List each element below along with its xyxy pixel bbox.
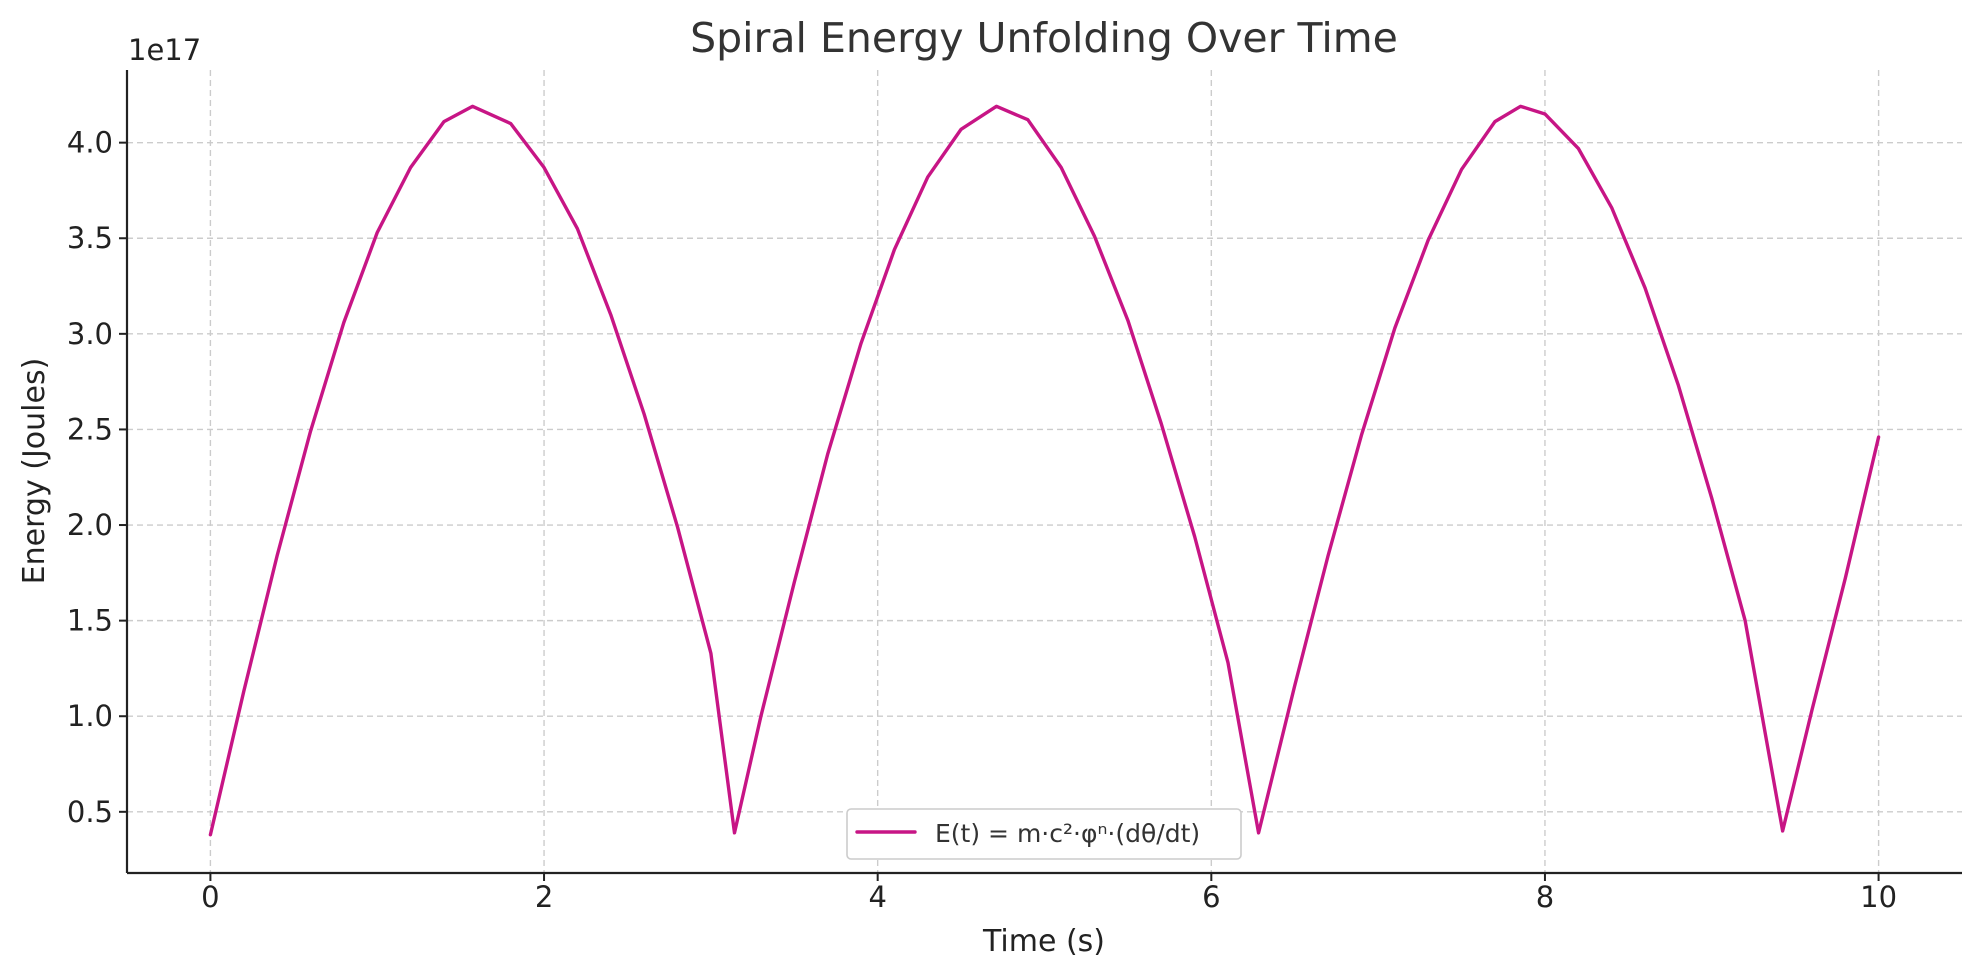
x-ticks: 0 2 4 6 8 10	[201, 873, 1897, 914]
chart-title: Spiral Energy Unfolding Over Time	[690, 14, 1398, 62]
series-line	[208, 104, 1881, 837]
y-tick-label: 0.5	[67, 795, 113, 829]
y-tick-label: 2.5	[67, 412, 113, 446]
x-tick-label: 2	[535, 880, 553, 914]
y-offset-text: 1e17	[128, 33, 201, 67]
y-tick-label: 3.5	[67, 221, 113, 255]
y-tick-label: 1.0	[67, 699, 113, 733]
legend-label: E(t) = m·c²·φⁿ·(dθ/dt)	[935, 819, 1200, 848]
x-axis-label: Time (s)	[982, 924, 1105, 959]
y-tick-label: 2.0	[67, 508, 113, 542]
y-tick-label: 1.5	[67, 604, 113, 638]
x-tick-label: 0	[201, 880, 219, 914]
y-ticks: 0.5 1.0 1.5 2.0 2.5 3.0 3.5 4.0	[67, 126, 127, 829]
legend: E(t) = m·c²·φⁿ·(dθ/dt)	[846, 808, 1242, 860]
x-tick-label: 6	[1202, 880, 1220, 914]
x-tick-label: 10	[1860, 880, 1897, 914]
x-tick-label: 8	[1536, 880, 1554, 914]
x-tick-label: 4	[868, 880, 886, 914]
y-tick-label: 3.0	[67, 317, 113, 351]
grid	[127, 70, 1962, 873]
legend-box	[846, 808, 1242, 860]
y-tick-label: 4.0	[67, 126, 113, 160]
y-axis-label: Energy (Joules)	[17, 358, 52, 585]
